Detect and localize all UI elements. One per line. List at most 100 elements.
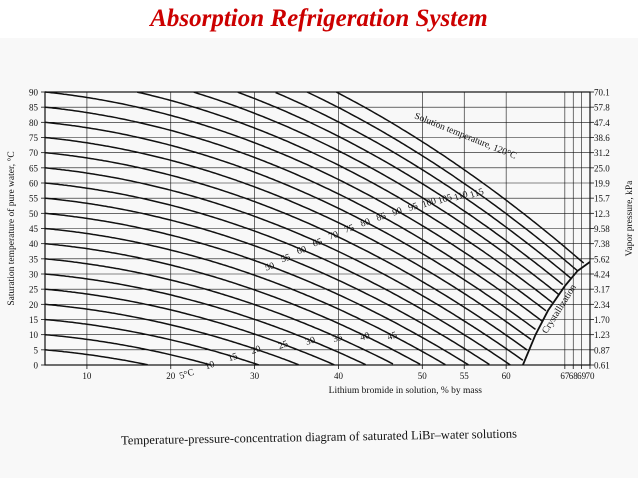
isotherm-label: 90 <box>391 206 403 219</box>
isotherm-line <box>44 91 547 312</box>
isotherm-label: 20 <box>250 344 262 357</box>
y2-tick-label: 70.1 <box>594 88 610 98</box>
isotherm-line <box>306 91 578 272</box>
y-tick-label: 35 <box>29 254 39 264</box>
isotherm-label: 55 <box>280 253 292 266</box>
x-tick-label: 40 <box>334 371 344 381</box>
isotherm-label: 100 <box>421 196 438 210</box>
y-tick-label: 30 <box>29 270 39 280</box>
y2-tick-label: 25.0 <box>594 163 610 173</box>
isotherm-line <box>44 349 148 366</box>
content-band <box>0 38 638 478</box>
isotherm-line <box>44 242 421 365</box>
isotherm-line <box>44 197 490 366</box>
x-tick-label: 20 <box>166 371 176 381</box>
y-tick-label: 5 <box>34 345 39 355</box>
chart-curves <box>44 91 591 366</box>
y2-tick-label: 7.38 <box>594 239 610 249</box>
y2-tick-label: 4.24 <box>594 270 610 280</box>
x-tick-label: 30 <box>250 371 260 381</box>
y2-tick-label: 15.7 <box>594 194 610 204</box>
title-band: Absorption Refrigeration System <box>0 0 638 38</box>
isotherm-label: 40 <box>359 331 371 344</box>
y-tick-label: 40 <box>29 239 39 249</box>
isotherm-line <box>44 212 469 366</box>
y-tick-label: 65 <box>29 163 39 173</box>
isotherm-label: 95 <box>407 201 419 214</box>
x-tick-label: 50 <box>418 371 428 381</box>
isotherm-line <box>44 136 532 341</box>
y2-tick-label: 1.70 <box>594 315 610 325</box>
y-tick-label: 20 <box>29 300 39 310</box>
isotherm-label: 110 <box>453 190 470 204</box>
x-tick-label: 68 <box>569 371 579 381</box>
isotherm-line <box>237 91 564 286</box>
y2-tick-label: 19.9 <box>594 179 610 189</box>
isotherm-line <box>44 288 335 366</box>
y-axis-title: Saturation temperature of pure water, °C <box>6 151 17 305</box>
isotherm-label: 60 <box>296 245 308 258</box>
x-tick-label: 10 <box>82 371 92 381</box>
y2-tick-label: 0.61 <box>594 361 610 371</box>
isotherm-label: 105 <box>437 193 454 207</box>
y-tick-label: 0 <box>34 361 39 371</box>
y2-tick-label: 38.6 <box>594 133 610 143</box>
x-axis-title: Lithium bromide in solution, % by mass <box>329 386 483 396</box>
y-tick-label: 90 <box>29 88 39 98</box>
isotherm-line <box>44 167 524 361</box>
isotherm-label: 65 <box>312 237 324 250</box>
y2-tick-label: 57.8 <box>594 103 610 113</box>
y2-tick-label: 0.87 <box>594 345 610 355</box>
isotherm-line <box>44 303 299 366</box>
y-tick-label: 80 <box>29 118 39 128</box>
y2-tick-label: 47.4 <box>594 118 610 128</box>
isotherm-line <box>137 91 553 304</box>
isotherm-label: 80 <box>359 217 371 230</box>
y-tick-label: 45 <box>29 224 39 234</box>
y-tick-label: 10 <box>29 330 39 340</box>
isotherm-label: 30 <box>305 335 317 348</box>
isotherm-line <box>44 182 511 366</box>
isotherm-label: 10 <box>204 360 216 373</box>
x-tick-label: 60 <box>502 371 512 381</box>
isotherm-label: 35 <box>332 333 344 346</box>
slide-title: Absorption Refrigeration System <box>150 5 488 32</box>
x-tick-label: 67 <box>560 371 570 381</box>
isotherm-label: 75 <box>344 223 356 236</box>
isotherm-line <box>44 258 394 365</box>
isotherm-line <box>44 121 536 331</box>
isotherm-label: 115 <box>469 187 486 201</box>
isotherm-line <box>44 151 528 351</box>
y-tick-label: 50 <box>29 209 39 219</box>
y-tick-label: 15 <box>29 315 39 325</box>
y2-tick-label: 1.23 <box>594 330 610 340</box>
x-tick-label: 55 <box>460 371 470 381</box>
y-tick-label: 75 <box>29 133 39 143</box>
y2-tick-label: 2.34 <box>594 300 610 310</box>
isotherm-line <box>275 91 572 280</box>
y-tick-label: 25 <box>29 285 39 295</box>
isotherm-label: 50 <box>264 261 276 274</box>
y-tick-label: 85 <box>29 103 39 113</box>
y2-tick-label: 9.58 <box>594 224 610 234</box>
isotherm-line <box>44 318 260 366</box>
isotherm-label: 45 <box>386 330 398 343</box>
isotherm-label: Solution temperature, 120°C <box>413 111 518 162</box>
isotherm-label: 25 <box>277 339 289 352</box>
isotherm-line <box>44 333 211 366</box>
isotherm-line <box>44 227 446 366</box>
isotherm-label: 85 <box>375 211 387 224</box>
libr-water-chart: 0510152025303540455055606570758085900.61… <box>6 88 635 397</box>
x-tick-label: 70 <box>586 371 596 381</box>
y2-axis-title: Vapor pressure, kPa <box>625 180 635 257</box>
crystallization-line <box>522 261 591 366</box>
y-tick-label: 55 <box>29 194 39 204</box>
isotherm-label: 15 <box>227 352 239 365</box>
isotherm-label: 5°C <box>178 367 196 382</box>
y2-tick-label: 12.3 <box>594 209 610 219</box>
isotherm-line <box>44 106 543 322</box>
isotherm-line <box>44 273 367 366</box>
x-tick-label: 69 <box>577 371 587 381</box>
y-tick-label: 70 <box>29 148 39 158</box>
chart-frame <box>41 91 594 369</box>
